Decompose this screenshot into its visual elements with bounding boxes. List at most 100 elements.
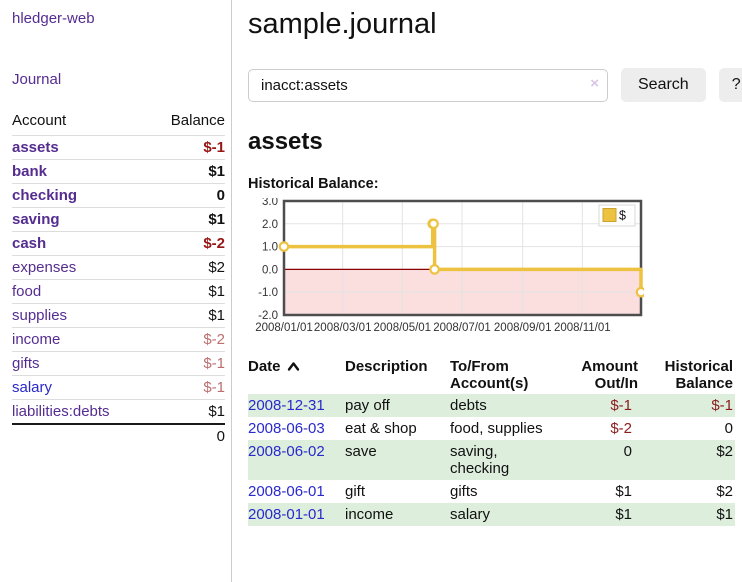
account-balance: $1 <box>208 403 225 420</box>
transaction-description: eat & shop <box>345 420 417 437</box>
sort-asc-icon <box>287 362 299 371</box>
transaction-balance: $2 <box>716 443 733 460</box>
account-row-expenses: expenses $2 <box>12 255 225 280</box>
register-header-row: Date Description To/From Account(s) Amount Ou… <box>248 356 735 394</box>
account-balance: $-2 <box>203 331 225 348</box>
transaction-balance: $2 <box>716 483 733 500</box>
transaction-accounts: salary <box>450 506 491 523</box>
account-link-saving[interactable]: saving <box>12 211 60 228</box>
transaction-amount: $-2 <box>610 420 632 437</box>
account-row-supplies: supplies $1 <box>12 303 225 328</box>
transaction-date-link[interactable]: 2008-12-31 <box>248 397 325 414</box>
transaction-balance: $1 <box>716 506 733 523</box>
account-balance: $-1 <box>203 379 225 396</box>
account-link-salary[interactable]: salary <box>12 379 53 396</box>
register-header-amount-out-in: Amount Out/In <box>581 358 638 392</box>
chart-legend: $ <box>598 204 636 227</box>
account-link-food[interactable]: food <box>12 283 42 300</box>
register-row-2008-01-01: 2008-01-01 income salary $1 $1 <box>248 503 735 526</box>
account-link-supplies[interactable]: supplies <box>12 307 68 324</box>
legend-label: $ <box>619 209 626 223</box>
x-tick-label: 2008/01/01 <box>255 322 313 334</box>
account-link-liabilities-debts[interactable]: liabilities:debts <box>12 403 110 420</box>
page-title: sample.journal <box>248 8 437 40</box>
accounts-total-value: 0 <box>148 423 225 448</box>
register-row-2008-06-03: 2008-06-03 eat & shop food, supplies $-2 0 <box>248 417 735 440</box>
data-point-marker[interactable] <box>278 241 290 252</box>
account-row-checking: checking 0 <box>12 183 225 208</box>
accounts-total-spacer <box>12 423 149 448</box>
account-link-income[interactable]: income <box>12 331 61 348</box>
account-link-assets[interactable]: assets <box>12 139 59 156</box>
transaction-date-link[interactable]: 2008-01-01 <box>248 506 325 523</box>
data-point-marker[interactable] <box>428 218 439 230</box>
data-point-marker[interactable] <box>429 264 440 275</box>
accounts-header-balance: Balance <box>170 112 225 129</box>
account-balance: $1 <box>208 283 225 300</box>
account-balance: $-2 <box>203 235 225 252</box>
register-header-description: Description <box>345 358 428 375</box>
transaction-accounts: gifts <box>450 483 478 500</box>
x-tick-label: 2008/11/01 <box>554 322 611 334</box>
account-row-cash: cash $-2 <box>12 231 225 256</box>
search-input[interactable] <box>248 68 608 102</box>
accounts-header-row: Account Balance <box>12 108 225 136</box>
transaction-date-link[interactable]: 2008-06-02 <box>248 443 325 460</box>
accounts-header-account: Account <box>12 112 67 129</box>
transaction-description: income <box>345 506 394 523</box>
x-tick-label: 2008/03/01 <box>314 322 372 334</box>
sidebar-item-journal[interactable]: Journal <box>12 71 62 88</box>
account-link-gifts[interactable]: gifts <box>12 355 40 372</box>
register-header-to-from-account-s-: To/From Account(s) <box>450 358 529 392</box>
chart-title: Historical Balance: <box>248 176 379 192</box>
transaction-amount: $1 <box>615 483 632 500</box>
register-row-2008-06-02: 2008-06-02 save saving, checking 0 $2 <box>248 440 735 480</box>
account-row-gifts: gifts $-1 <box>12 351 225 376</box>
search-button[interactable]: Search <box>621 68 706 102</box>
register-header-historical-balance: Historical Balance <box>664 358 733 392</box>
transaction-amount: $1 <box>615 506 632 523</box>
search-form: × Search ? <box>248 68 742 102</box>
accounts-total-row: 0 <box>12 423 225 448</box>
account-balance: $2 <box>208 259 225 276</box>
register-table: Date Description To/From Account(s) Amount Ou… <box>248 356 735 526</box>
historical-balance-chart[interactable]: $3.0 2.0 1.0 0.0 -1.0 -2.0 2008/01/01 2008/03/0… <box>248 196 742 344</box>
account-balance: $1 <box>208 307 225 324</box>
account-balance: 0 <box>216 187 225 204</box>
transaction-accounts: saving, checking <box>450 443 510 477</box>
search-input-wrapper: × <box>248 68 608 102</box>
legend-swatch-icon <box>602 208 617 222</box>
transaction-balance: $-1 <box>711 397 733 414</box>
account-link-cash[interactable]: cash <box>12 235 47 252</box>
app-brand-link[interactable]: hledger-web <box>12 10 95 27</box>
account-link-expenses[interactable]: expenses <box>12 259 77 276</box>
y-tick-label: 1.0 <box>262 242 278 254</box>
accounts-table: Account Balance assets $-1 bank $1 checking 0… <box>12 108 225 448</box>
account-row-saving: saving $1 <box>12 207 225 232</box>
account-heading: assets <box>248 128 323 155</box>
register-header-date[interactable]: Date <box>248 356 345 394</box>
transaction-date-link[interactable]: 2008-06-01 <box>248 483 325 500</box>
account-row-income: income $-2 <box>12 327 225 352</box>
clear-search-icon[interactable]: × <box>590 74 599 92</box>
transaction-amount: 0 <box>623 443 632 460</box>
main-content: sample.journal × Search ? assets Histori… <box>232 0 742 582</box>
help-button[interactable]: ? <box>718 68 742 102</box>
data-point-marker[interactable] <box>635 286 647 298</box>
account-balance: $-1 <box>203 139 225 156</box>
x-tick-label: 2008/07/01 <box>433 322 491 334</box>
transaction-date-link[interactable]: 2008-06-03 <box>248 420 325 437</box>
plot-border <box>282 199 643 317</box>
transaction-amount: $-1 <box>610 397 632 414</box>
account-balance: $1 <box>208 211 225 228</box>
transaction-accounts: debts <box>450 397 487 414</box>
y-tick-label: 2.0 <box>262 219 278 231</box>
account-balance: $1 <box>208 163 225 180</box>
account-link-checking[interactable]: checking <box>12 187 78 204</box>
account-link-bank[interactable]: bank <box>12 163 48 180</box>
x-tick-label: 2008/09/01 <box>494 322 552 334</box>
account-row-salary: salary $-1 <box>12 375 225 400</box>
register-row-2008-12-31: 2008-12-31 pay off debts $-1 $-1 <box>248 394 735 417</box>
register-row-2008-06-01: 2008-06-01 gift gifts $1 $2 <box>248 480 735 503</box>
